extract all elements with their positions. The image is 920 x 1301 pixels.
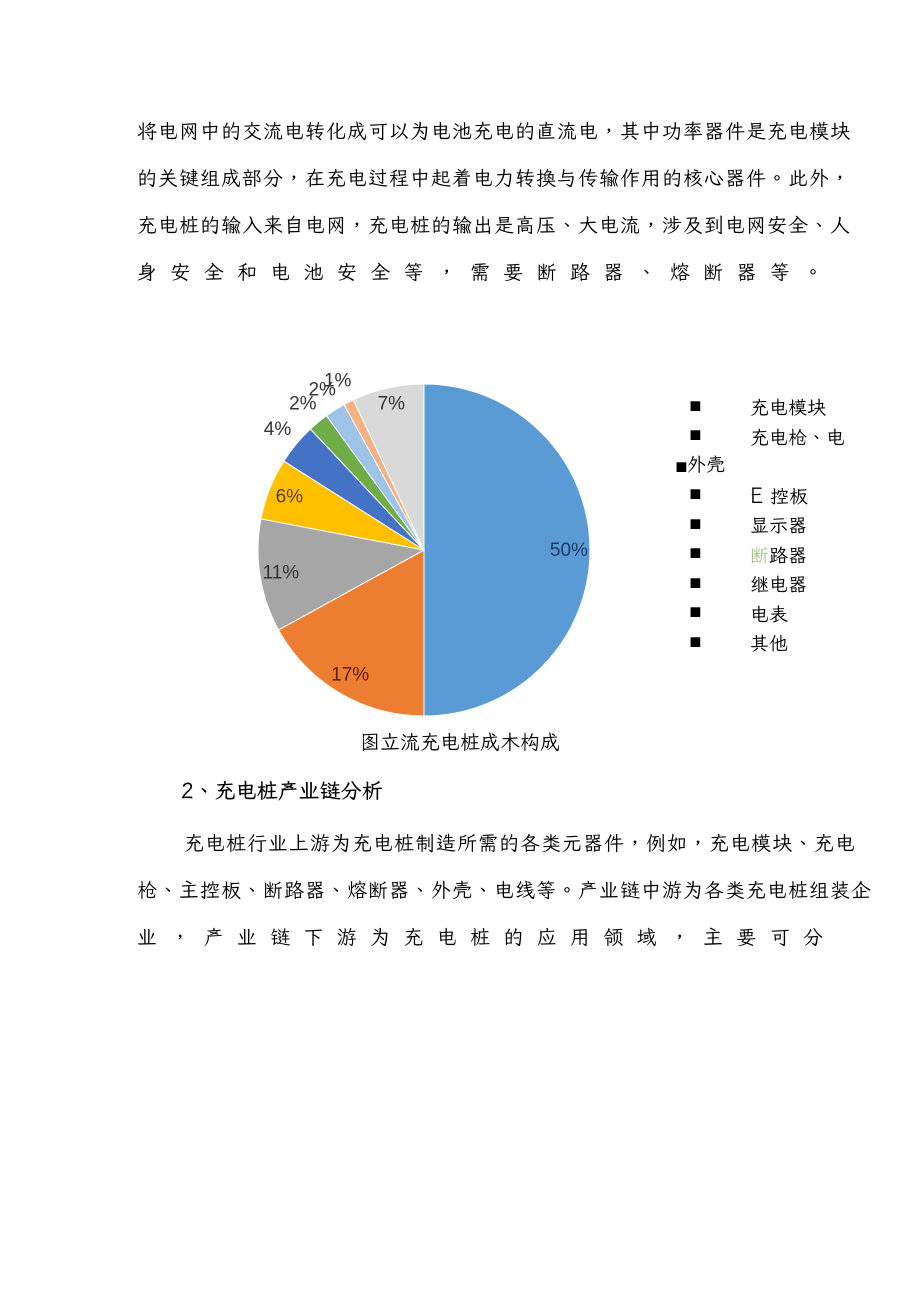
svg-text:50%: 50% xyxy=(550,540,588,561)
svg-text:6%: 6% xyxy=(276,487,304,508)
svg-text:11%: 11% xyxy=(263,563,300,584)
svg-text:1%: 1% xyxy=(324,371,352,392)
svg-text:4%: 4% xyxy=(264,419,292,440)
svg-text:17%: 17% xyxy=(331,665,369,686)
svg-text:7%: 7% xyxy=(378,394,406,415)
